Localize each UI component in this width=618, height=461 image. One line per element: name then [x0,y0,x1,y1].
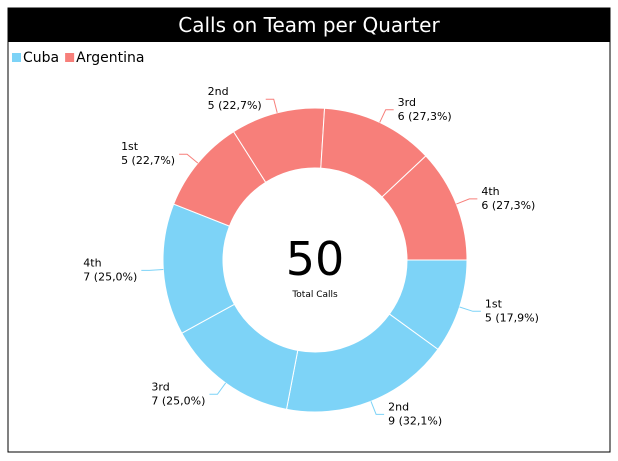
slice-category: 3rd [151,380,169,393]
slice [381,155,468,261]
leader-line [456,198,478,205]
leader-line [379,109,394,123]
legend-swatch [65,53,75,62]
legend-swatch [12,53,21,62]
slice-category: 2nd [208,85,229,98]
slice-category: 1st [485,297,503,310]
center-value: 50 [286,232,345,286]
leader-line [179,153,199,164]
legend: Cuba Argentina [12,50,144,66]
slice-value-label: 7 (25,0%) [151,394,205,407]
slice-value-label: 7 (25,0%) [83,270,137,283]
slice-category: 1st [121,140,139,153]
slice-value-label: 6 (27,3%) [481,199,535,212]
slice-category: 3rd [398,96,416,109]
leader-line [370,401,385,415]
legend-label: Argentina [76,50,144,66]
slice-value-label: 5 (17,9%) [485,311,539,324]
slice-value-label: 5 (22,7%) [121,154,175,167]
slice-category: 4th [83,256,101,269]
leader-line [265,98,278,113]
title-bar [8,8,610,42]
slice-category: 4th [481,185,499,198]
slice-value-label: 5 (22,7%) [208,99,262,112]
slice-value-label: 9 (32,1%) [388,414,442,427]
center-label: Total Calls [291,290,338,300]
leader-line [209,382,227,395]
slice-category: 2nd [388,400,409,413]
chart-title: Calls on Team per Quarter [178,13,440,37]
legend-label: Cuba [23,50,59,66]
leader-line [141,269,164,271]
leader-line [459,306,481,312]
slice-value-label: 6 (27,3%) [398,110,452,123]
